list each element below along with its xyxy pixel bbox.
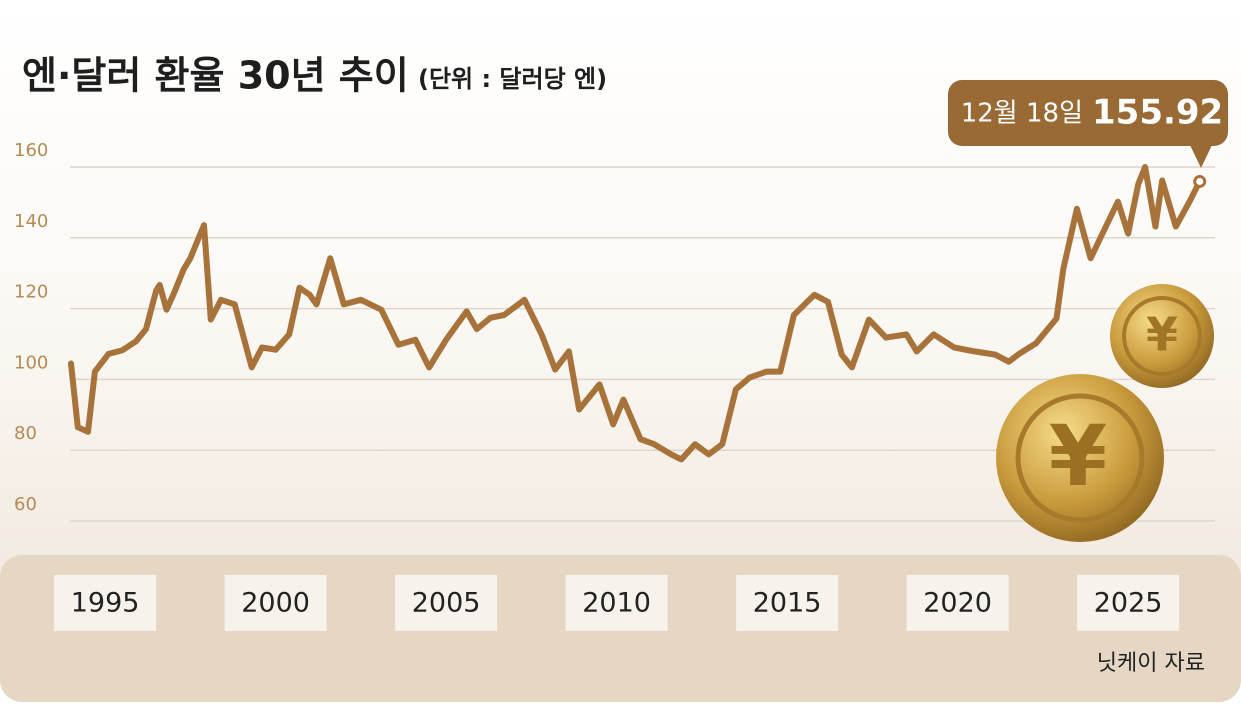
x-tick-label: 2005 <box>412 588 481 619</box>
x-tick-box <box>224 575 327 631</box>
callout-value: 155.92 <box>1092 93 1223 133</box>
callout-date: 12월 18일 <box>961 99 1083 129</box>
y-tick-label: 120 <box>14 282 48 303</box>
x-tick-label: 2020 <box>923 588 992 619</box>
coin-rim <box>1015 393 1145 523</box>
grid: 60 80 100 120 140 160 <box>14 140 1215 522</box>
y-tick-label: 80 <box>14 423 37 444</box>
coin <box>996 374 1164 542</box>
line-series <box>68 164 1203 463</box>
x-tick-label: 2015 <box>753 588 822 619</box>
callout-box <box>948 80 1228 146</box>
y-tick-label: 60 <box>14 494 37 515</box>
x-tick-box <box>1077 575 1180 631</box>
chart-title: 엔·달러 환율 30년 추이 <box>22 54 409 98</box>
x-tick-label: 2025 <box>1094 588 1163 619</box>
callout: 12월 18일 155.92 <box>948 80 1228 168</box>
coin-symbol: ¥ <box>1146 308 1178 362</box>
x-tick-label: 2010 <box>582 588 651 619</box>
end-point <box>1193 174 1207 188</box>
x-tick-label: 2000 <box>241 588 310 619</box>
x-tick-box <box>395 575 498 631</box>
x-tick-box <box>906 575 1009 631</box>
x-tick-label: 1995 <box>71 588 140 619</box>
callout-pointer <box>1190 145 1212 168</box>
coin-rim <box>1122 296 1202 376</box>
chart-subtitle: (단위 : 달러당 엔) <box>418 65 607 93</box>
source: 닛케이 자료 <box>1097 651 1205 676</box>
y-tick-label: 100 <box>14 352 48 373</box>
x-tick-box <box>565 575 668 631</box>
y-tick-label: 160 <box>14 140 48 161</box>
y-tick-label: 140 <box>14 211 48 232</box>
coin-symbol: ¥ <box>1049 407 1107 505</box>
x-tick-box <box>54 575 157 631</box>
coins: ¥ ¥ <box>996 284 1214 542</box>
x-tick-box <box>736 575 839 631</box>
